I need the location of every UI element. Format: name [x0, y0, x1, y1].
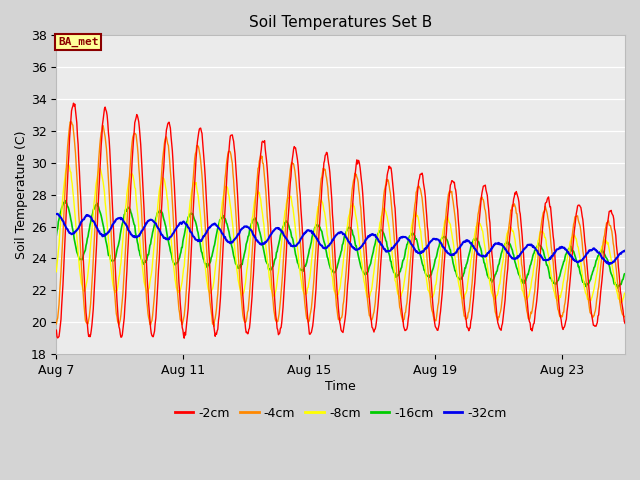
X-axis label: Time: Time	[325, 380, 356, 393]
Y-axis label: Soil Temperature (C): Soil Temperature (C)	[15, 131, 28, 259]
Text: BA_met: BA_met	[58, 37, 99, 47]
Legend: -2cm, -4cm, -8cm, -16cm, -32cm: -2cm, -4cm, -8cm, -16cm, -32cm	[170, 402, 512, 425]
Title: Soil Temperatures Set B: Soil Temperatures Set B	[249, 15, 432, 30]
